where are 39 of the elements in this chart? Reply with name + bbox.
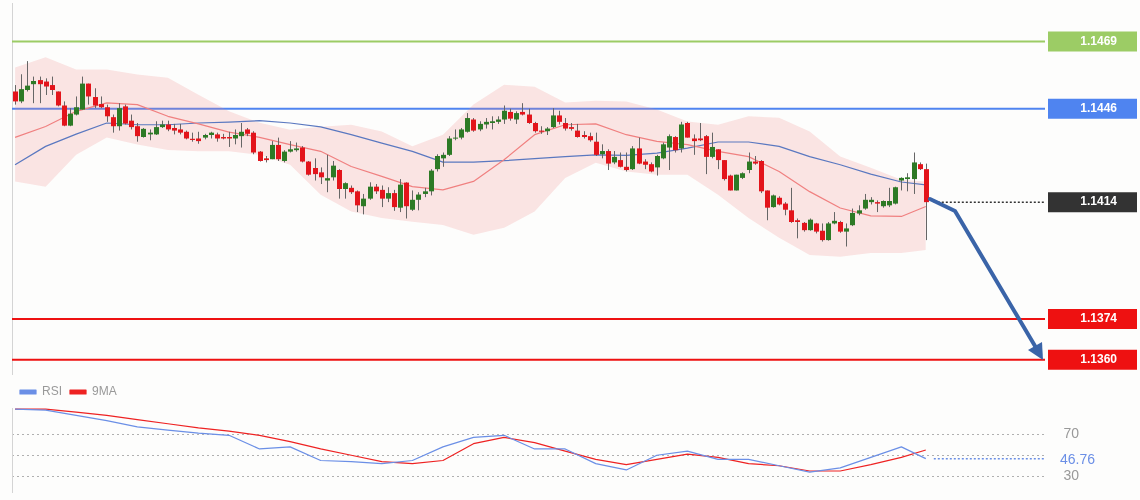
candlestick xyxy=(392,189,397,212)
y-tick-label: 1.1374 xyxy=(1080,311,1118,326)
candlestick xyxy=(337,168,342,200)
candlestick xyxy=(710,132,715,159)
candlestick xyxy=(624,152,629,172)
candlestick xyxy=(502,105,507,125)
candlestick xyxy=(410,189,415,212)
candlestick xyxy=(13,84,18,106)
candlestick xyxy=(62,100,67,127)
y-tick-label: 70 xyxy=(1063,425,1080,442)
candlestick xyxy=(844,222,849,248)
y-tick-label: 1.1469 xyxy=(1080,33,1118,48)
candlestick xyxy=(111,114,116,134)
candlestick xyxy=(747,152,752,174)
candlestick xyxy=(551,107,556,129)
candlestick xyxy=(630,145,635,171)
candlestick xyxy=(826,221,831,242)
candlestick xyxy=(331,160,336,182)
candlestick xyxy=(361,193,366,215)
legend-label: 9MA xyxy=(92,384,117,399)
candlestick xyxy=(679,121,684,153)
y-tick-label: 1.1414 xyxy=(1080,194,1118,209)
legend-label: RSI xyxy=(42,384,63,399)
candlestick xyxy=(912,152,917,195)
y-tick-label: 1.1360 xyxy=(1080,352,1118,367)
candlestick xyxy=(716,148,721,170)
candlestick xyxy=(404,181,409,219)
candlestick xyxy=(325,154,330,193)
candlestick xyxy=(429,168,434,196)
candlestick xyxy=(594,132,599,157)
candlestick xyxy=(416,191,421,211)
ref-line-label: 46.76 xyxy=(1060,450,1096,467)
candlestick xyxy=(398,178,403,213)
candlestick xyxy=(31,76,36,104)
candlestick xyxy=(606,148,611,171)
y-tick-label: 30 xyxy=(1063,467,1080,484)
candlestick xyxy=(276,137,281,162)
y-tick-label: 1.1446 xyxy=(1080,101,1118,116)
candlestick xyxy=(117,102,122,132)
